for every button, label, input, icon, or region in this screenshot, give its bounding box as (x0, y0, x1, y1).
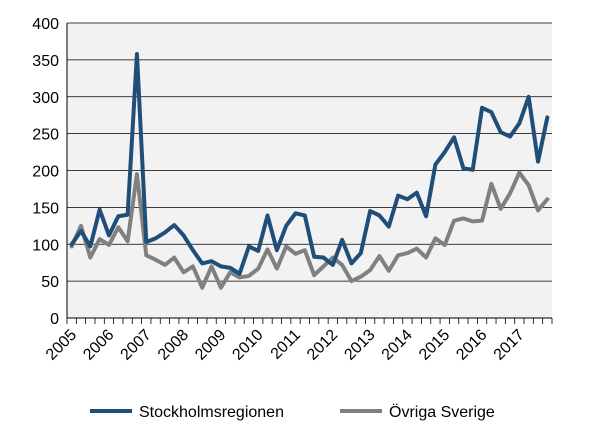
y-tick-label: 100 (32, 237, 59, 254)
x-tick-label: 2014 (379, 326, 416, 363)
x-tick-label: 2012 (304, 326, 341, 363)
series-line-stockholmsregionen (69, 51, 550, 276)
x-tick-label: 2010 (229, 326, 266, 363)
legend-label: Övriga Sverige (389, 403, 495, 421)
x-tick-label: 2011 (268, 326, 304, 362)
x-tick-label: 2008 (155, 326, 192, 363)
y-tick-label: 0 (50, 311, 59, 328)
legend: Stockholmsregionen Övriga Sverige (90, 403, 495, 421)
y-tick-label: 250 (32, 127, 59, 144)
x-tick-label: 2013 (341, 326, 378, 363)
x-tick-label: 2005 (43, 326, 80, 363)
x-tick-label: 2016 (453, 326, 490, 363)
y-tick-label: 50 (41, 274, 59, 291)
x-tick-label: 2015 (416, 326, 453, 363)
x-tick-label: 2009 (192, 326, 229, 363)
x-tick-label: 2006 (80, 326, 117, 363)
series-lines (69, 51, 550, 290)
y-tick-label: 150 (32, 200, 59, 217)
series-line-ovriga-sverige (69, 170, 550, 290)
x-tick-label: 2007 (118, 326, 155, 363)
x-tick-label: 2017 (491, 326, 528, 363)
y-tick-label: 400 (32, 16, 59, 33)
y-tick-label: 300 (32, 90, 59, 107)
legend-label: Stockholmsregionen (139, 404, 284, 421)
y-tick-label: 350 (32, 53, 59, 70)
y-tick-label: 200 (32, 164, 59, 181)
